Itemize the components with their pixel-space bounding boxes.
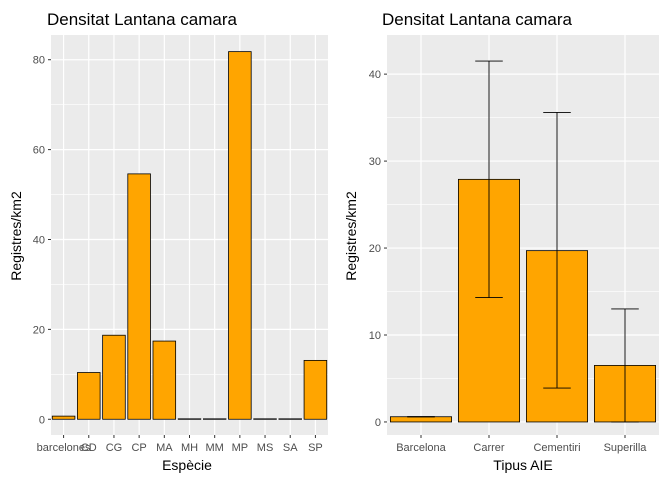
right-y-tick-label: 20	[369, 243, 381, 255]
left-x-tick-label: barcelones	[37, 442, 91, 454]
right-x-axis-title: Tipus AIE	[493, 457, 552, 473]
left-y-tick-label: 20	[33, 324, 45, 336]
bar-barcelones	[51, 415, 76, 420]
right-chart: Densitat Lantana camara 0 10 20 30 40 Barcel…	[343, 10, 659, 473]
error-bar-cementiri	[543, 111, 571, 389]
bar-mm	[202, 418, 227, 420]
left-x-tick-label: CD	[81, 442, 97, 454]
left-chart: Densitat Lantana camara 0 20 40 60 80 barcel…	[8, 10, 328, 473]
right-y-tick-label: 0	[375, 417, 381, 429]
left-y-tick-label: 0	[39, 414, 45, 426]
bar-mh	[177, 418, 202, 420]
bar-cg	[102, 334, 126, 420]
left-x-tick-label: MP	[232, 442, 249, 454]
left-y-ticks: 0 20 40 60 80	[33, 55, 51, 426]
left-x-tick-label: MM	[206, 442, 224, 454]
right-y-axis-title: Registres/km2	[343, 191, 359, 281]
bar-ma	[152, 340, 177, 420]
error-bar-carrer	[475, 60, 503, 299]
right-x-ticks: Barcelona Carrer Cementiri Superilla	[396, 435, 647, 454]
left-bars	[51, 51, 328, 420]
right-x-tick-label: Superilla	[604, 442, 648, 454]
right-y-tick-label: 40	[369, 69, 381, 81]
right-x-tick-label: Barcelona	[396, 442, 446, 454]
left-y-tick-label: 80	[33, 55, 45, 67]
right-error-bars	[407, 60, 639, 423]
right-y-tick-label: 30	[369, 156, 381, 168]
bar-cd	[77, 372, 101, 420]
left-x-tick-label: SP	[308, 442, 323, 454]
left-x-tick-label: MH	[181, 442, 198, 454]
right-x-tick-label: Carrer	[473, 442, 505, 454]
right-x-tick-label: Cementiri	[533, 442, 580, 454]
bar-sp	[303, 359, 328, 420]
bar-mp	[228, 51, 252, 420]
left-x-tick-label: SA	[283, 442, 298, 454]
left-y-tick-label: 40	[33, 234, 45, 246]
left-x-tick-label: MA	[156, 442, 173, 454]
right-y-ticks: 0 10 20 30 40	[369, 69, 387, 429]
bar-sa	[278, 418, 302, 420]
left-chart-title: Densitat Lantana camara	[47, 10, 237, 29]
bar-cp	[127, 173, 151, 420]
left-x-tick-label: MS	[257, 442, 274, 454]
left-x-tick-label: CP	[131, 442, 146, 454]
right-chart-title: Densitat Lantana camara	[382, 10, 572, 29]
right-y-tick-label: 10	[369, 330, 381, 342]
bar-barcelona	[389, 416, 452, 423]
left-y-axis-title: Registres/km2	[8, 191, 24, 281]
bar-ms	[253, 418, 277, 420]
left-x-axis-title: Espècie	[162, 457, 212, 473]
left-x-tick-label: CG	[106, 442, 123, 454]
left-y-tick-label: 60	[33, 145, 45, 157]
error-bar-superilla	[611, 308, 639, 423]
